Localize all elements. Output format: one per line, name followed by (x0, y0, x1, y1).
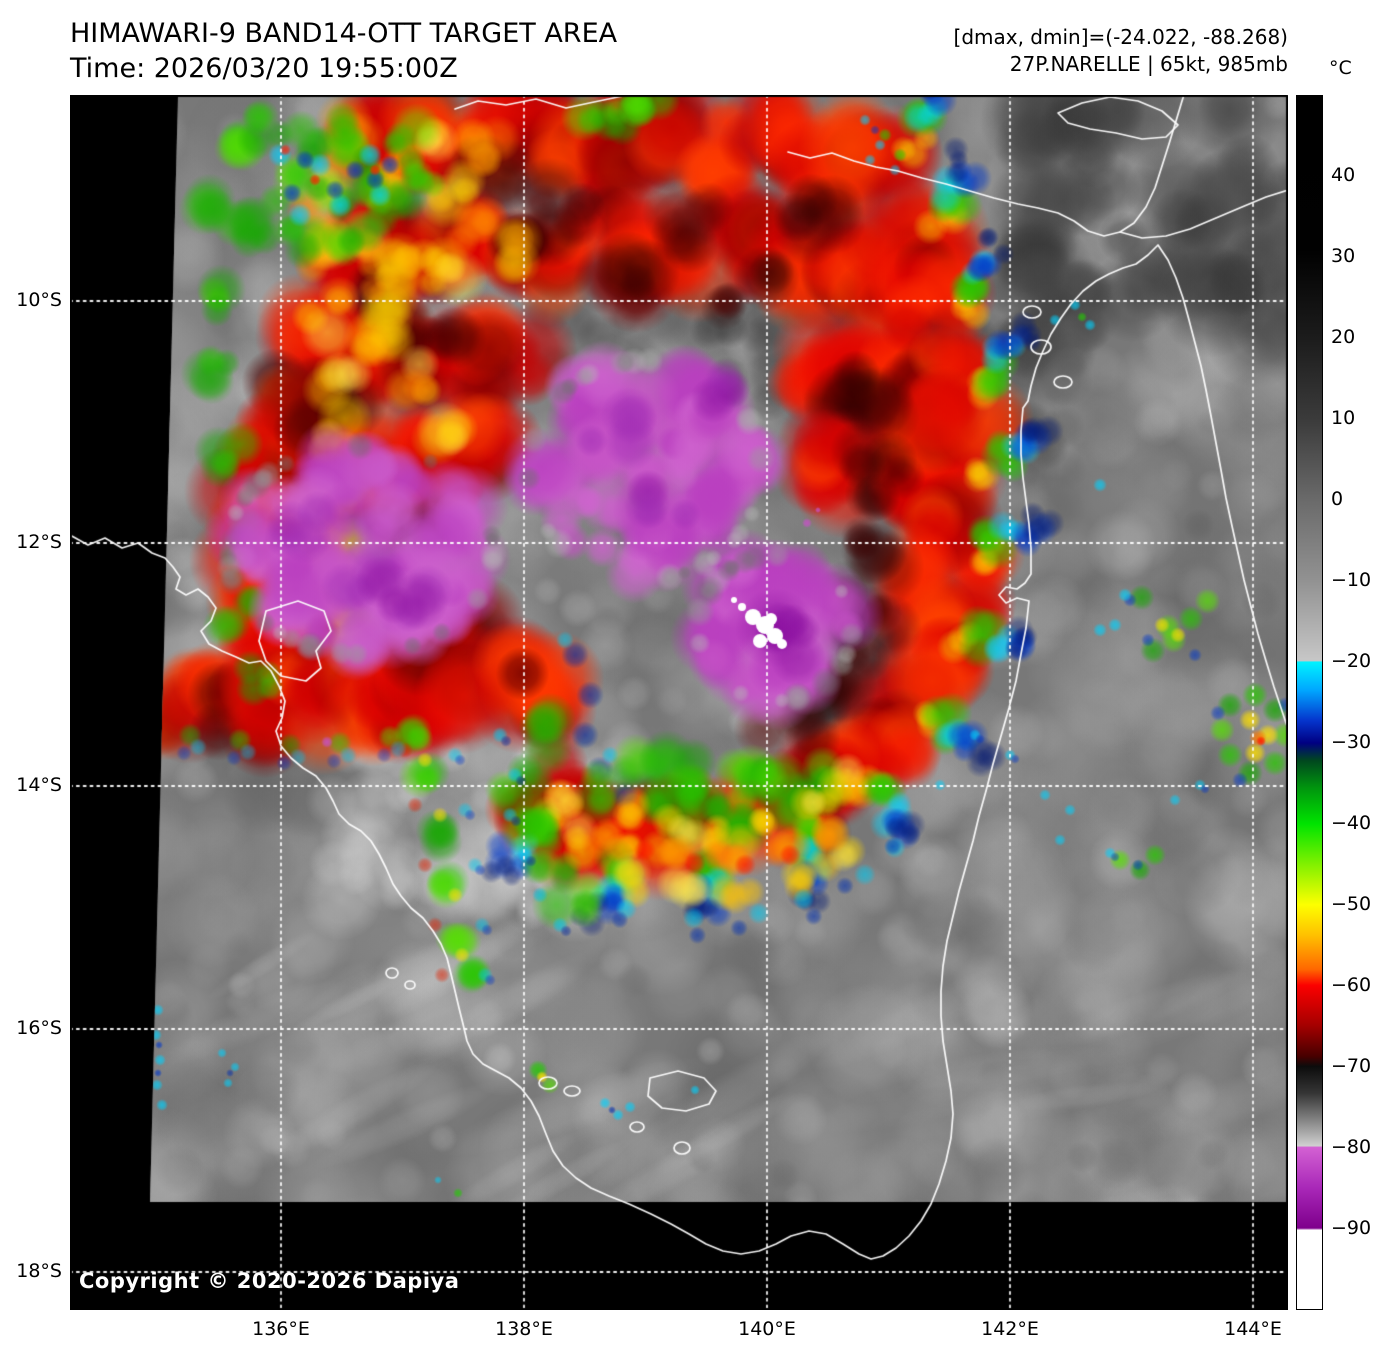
colorbar-tick-label: −40 (1331, 812, 1372, 834)
satellite-image (70, 95, 1288, 1310)
colorbar-tick-label: −70 (1331, 1055, 1372, 1077)
colorbar-tick-label: 10 (1331, 407, 1356, 429)
storm-info-line: 27P.NARELLE | 65kt, 985mb (1009, 52, 1288, 76)
colorbar-tick-label: −20 (1331, 650, 1372, 672)
colorbar-tick-label: −80 (1331, 1136, 1372, 1158)
colorbar-tick-label: 20 (1331, 326, 1356, 348)
colorbar-tick-label: −10 (1331, 569, 1372, 591)
colorbar-tick-label: −50 (1331, 893, 1372, 915)
y-tick-label: 12°S (16, 531, 62, 553)
colorbar-tick-label: −60 (1331, 974, 1372, 996)
x-tick-label: 140°E (738, 1318, 796, 1340)
colorbar-tick-label: 0 (1331, 488, 1344, 510)
timestamp-line: Time: 2026/03/20 19:55:00Z (70, 53, 458, 84)
header-right: [dmax, dmin]=(-24.022, -88.268) 27P.NARE… (954, 24, 1288, 78)
dmax-dmin-readout: [dmax, dmin]=(-24.022, -88.268) (953, 25, 1288, 49)
y-tick-label: 10°S (16, 289, 62, 311)
colorbar-unit-label: °C (1329, 57, 1352, 79)
copyright-text: Copyright © 2020-2026 Dapiya (79, 1269, 460, 1293)
x-tick-label: 138°E (495, 1318, 553, 1340)
colorbar-tick-label: 40 (1331, 164, 1356, 186)
y-tick-label: 16°S (16, 1017, 62, 1039)
colorbar-tick-label: 30 (1331, 245, 1356, 267)
y-tick-label: 18°S (16, 1260, 62, 1282)
x-tick-label: 136°E (252, 1318, 310, 1340)
x-tick-label: 142°E (981, 1318, 1039, 1340)
page-title: HIMAWARI-9 BAND14-OTT TARGET AREA (70, 18, 618, 49)
x-tick-label: 144°E (1224, 1318, 1282, 1340)
y-tick-label: 14°S (16, 774, 62, 796)
colorbar-tick-label: −90 (1331, 1217, 1372, 1239)
colorbar-tick-label: −30 (1331, 731, 1372, 753)
colorbar (1296, 95, 1323, 1310)
